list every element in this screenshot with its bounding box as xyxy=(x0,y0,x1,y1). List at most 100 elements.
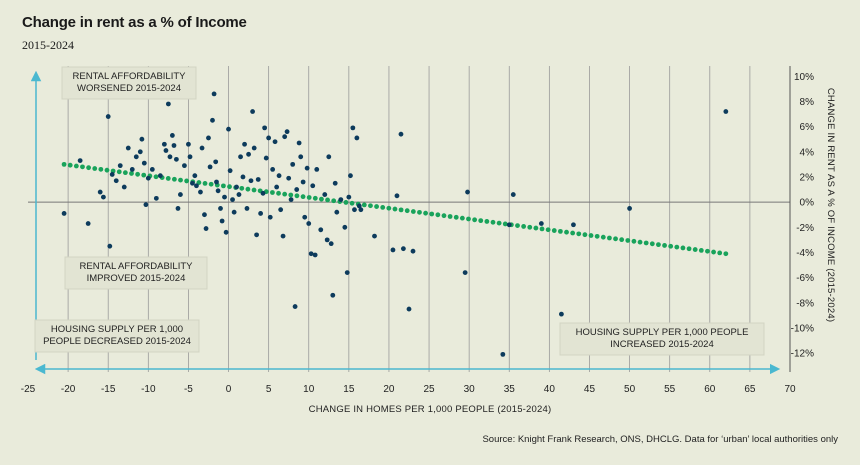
scatter-point xyxy=(398,131,404,137)
scatter-point xyxy=(328,241,334,247)
trend-dot xyxy=(496,220,502,226)
trend-dot xyxy=(686,246,692,252)
scatter-point xyxy=(406,306,412,312)
scatter-point xyxy=(356,203,362,209)
x-tick-label: -20 xyxy=(61,384,76,395)
trend-dot xyxy=(294,193,300,199)
trend-dot xyxy=(116,169,122,175)
y-tick-label: 4% xyxy=(800,147,815,158)
trend-dot xyxy=(410,209,416,214)
trend-dot xyxy=(319,196,324,202)
scatter-point xyxy=(141,160,147,166)
x-tick-label: 70 xyxy=(784,384,796,395)
scatter-point xyxy=(248,178,254,184)
scatter-point xyxy=(165,101,171,107)
trend-dot xyxy=(361,202,367,208)
trend-dot xyxy=(521,224,527,229)
trend-dot xyxy=(619,237,625,243)
trend-dot xyxy=(429,211,435,217)
y-axis-label: CHANGE IN RENT AS A % OF INCOME (2015-20… xyxy=(825,88,836,322)
scatter-point xyxy=(244,206,250,211)
scatter-point xyxy=(400,246,406,252)
trend-dot xyxy=(398,207,404,213)
scatter-point xyxy=(77,158,83,164)
scatter-point xyxy=(227,168,233,174)
trend-dot xyxy=(680,245,686,251)
scatter-point xyxy=(143,202,149,208)
trend-dot xyxy=(723,251,729,257)
x-axis-label: CHANGE IN HOMES PER 1,000 PEOPLE (2015-2… xyxy=(309,404,552,415)
annotation-text: RENTAL AFFORDABILITY xyxy=(80,261,194,272)
scatter-point xyxy=(234,184,239,190)
scatter-point xyxy=(332,180,338,186)
trend-dot xyxy=(202,181,208,186)
data-points xyxy=(61,91,729,357)
trend-dot xyxy=(490,219,496,225)
trend-dot xyxy=(141,172,147,178)
annotation-text: PEOPLE DECREASED 2015-2024 xyxy=(43,336,191,347)
y-tick-label: 8% xyxy=(800,97,815,108)
trend-dot xyxy=(692,247,698,252)
scatter-point xyxy=(167,154,173,160)
trend-dot xyxy=(104,167,110,173)
trend-dot xyxy=(502,221,508,227)
scatter-point xyxy=(342,224,348,230)
scatter-point xyxy=(187,154,193,160)
scatter-point xyxy=(292,304,298,309)
scatter-point xyxy=(153,195,159,201)
scatter-point xyxy=(125,145,131,151)
annotation-text: INCREASED 2015-2024 xyxy=(610,339,714,350)
trend-dot xyxy=(312,195,318,201)
trend-dot xyxy=(441,213,447,219)
annotation-text: HOUSING SUPPLY PER 1,000 xyxy=(51,324,183,335)
scatter-point xyxy=(214,179,219,185)
scatter-point xyxy=(372,233,377,239)
scatter-point xyxy=(117,163,123,169)
trend-dot xyxy=(343,200,349,205)
x-tick-label: 60 xyxy=(704,384,716,395)
trend-dot xyxy=(637,239,643,245)
trend-dot xyxy=(551,228,557,233)
y-tick-label: 10% xyxy=(794,72,814,83)
trend-dot xyxy=(447,214,453,219)
scatter-point xyxy=(139,136,145,142)
trend-dot xyxy=(533,225,539,231)
trend-dot xyxy=(98,166,104,172)
annotation-text: RENTAL AFFORDABILITY xyxy=(73,71,187,82)
trend-dot xyxy=(717,250,723,256)
trend-dot xyxy=(306,195,312,200)
scatter-point xyxy=(250,109,255,114)
y-tick-label: 0% xyxy=(800,198,815,209)
scatter-point xyxy=(226,126,231,132)
scatter-point xyxy=(171,143,177,148)
chart-subtitle: 2015-2024 xyxy=(22,38,74,52)
scatter-point xyxy=(300,179,306,185)
trend-dot xyxy=(129,171,134,176)
scatter-point xyxy=(169,133,175,138)
scatter-point xyxy=(206,135,211,141)
scatter-point xyxy=(318,227,324,233)
trend-dot xyxy=(435,212,441,218)
scatter-point xyxy=(199,145,205,151)
x-tick-label: 0 xyxy=(226,384,232,395)
scatter-point xyxy=(308,251,314,257)
trend-dot xyxy=(221,183,226,189)
x-tick-label: -10 xyxy=(141,384,156,395)
x-tick-label: 5 xyxy=(266,384,272,395)
trend-dot xyxy=(404,208,410,214)
scatter-point xyxy=(113,178,119,184)
scatter-point xyxy=(190,180,195,186)
scatter-point xyxy=(107,243,113,249)
trend-dot xyxy=(625,238,631,243)
annotation-text: WORSENED 2015-2024 xyxy=(77,83,181,94)
trend-dot xyxy=(484,219,490,224)
trend-dot xyxy=(245,186,251,192)
trend-dot xyxy=(600,234,606,240)
scatter-point xyxy=(230,197,235,203)
trend-dot xyxy=(80,164,85,170)
trend-dot xyxy=(392,206,398,212)
trend-dot xyxy=(668,243,674,249)
scatter-point xyxy=(231,209,237,215)
